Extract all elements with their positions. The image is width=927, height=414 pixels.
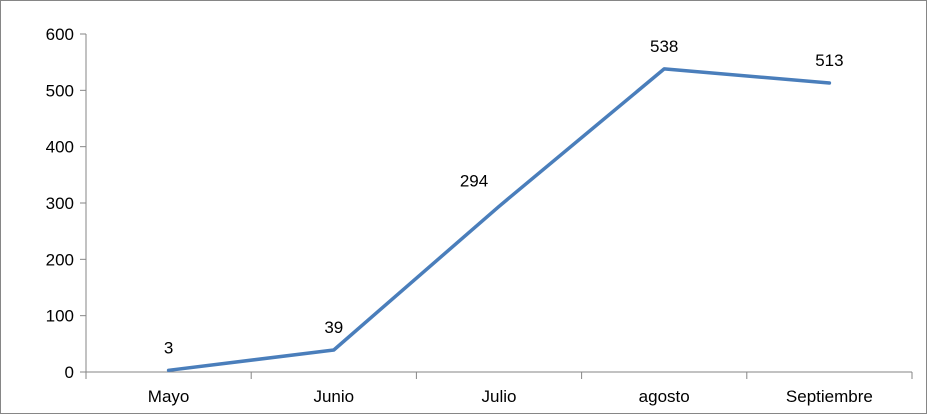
data-label: 294 (460, 171, 488, 190)
data-label: 3 (164, 338, 173, 357)
axes (80, 33, 913, 379)
series (166, 67, 832, 373)
data-label: 39 (324, 318, 343, 337)
x-tick-label: Julio (482, 387, 517, 406)
data-labels: 3 39 294 538 513 (164, 37, 844, 357)
y-tick-label: 300 (46, 194, 74, 213)
y-tick-label: 200 (46, 250, 74, 269)
y-tick-label: 0 (65, 363, 74, 382)
y-tick-label: 500 (46, 81, 74, 100)
x-tick-label: agosto (639, 387, 690, 406)
series-line (166, 67, 832, 373)
y-tick-label: 400 (46, 138, 74, 157)
data-label: 538 (650, 37, 678, 56)
data-label: 513 (815, 51, 843, 70)
x-tick-label: Septiembre (786, 387, 873, 406)
x-tick-label: Junio (313, 387, 354, 406)
x-tick-label: Mayo (148, 387, 190, 406)
y-tick-label: 600 (46, 25, 74, 44)
y-tick-label: 100 (46, 307, 74, 326)
tick-labels: 0 100 200 300 400 500 600 Mayo Junio Julio agosto S… (46, 25, 873, 406)
